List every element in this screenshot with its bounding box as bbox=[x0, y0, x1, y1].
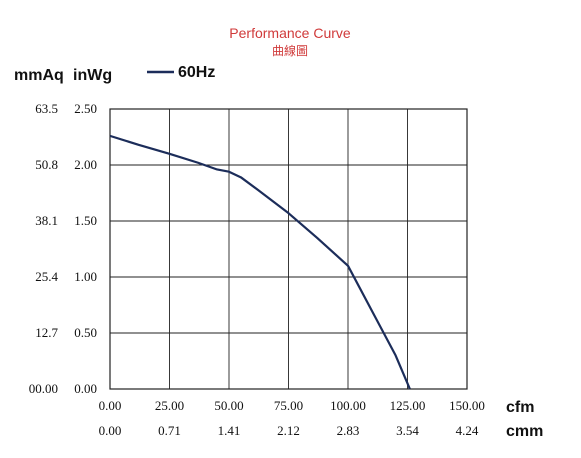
chart-subtitle: 曲線圖 bbox=[272, 43, 308, 58]
x-axis-cmm: 0.00 0.71 1.41 2.12 2.83 3.54 4.24 bbox=[99, 423, 479, 438]
y-tick-label-mmaq: 50.8 bbox=[35, 157, 58, 172]
x-tick-label-cmm: 1.41 bbox=[218, 423, 241, 438]
x-tick-label-cfm: 25.00 bbox=[155, 398, 184, 413]
x-tick-label-cmm: 0.71 bbox=[158, 423, 181, 438]
x-unit-cfm: cfm bbox=[506, 399, 534, 416]
chart-title: Performance Curve bbox=[229, 25, 351, 41]
y-tick-label-inwg: 2.00 bbox=[74, 157, 97, 172]
x-tick-label-cfm: 100.00 bbox=[330, 398, 366, 413]
y-tick-label-inwg: 1.00 bbox=[74, 269, 97, 284]
y-tick-label-mmaq: 00.00 bbox=[29, 381, 58, 396]
y-tick-label-inwg: 0.00 bbox=[74, 381, 97, 396]
y-tick-label-inwg: 0.50 bbox=[74, 325, 97, 340]
x-tick-label-cmm: 0.00 bbox=[99, 423, 122, 438]
y-tick-label-inwg: 2.50 bbox=[74, 101, 97, 116]
x-tick-label-cfm: 0.00 bbox=[99, 398, 122, 413]
grid-lines bbox=[110, 109, 467, 389]
legend-label: 60Hz bbox=[178, 64, 215, 81]
y-tick-label-mmaq: 63.5 bbox=[35, 101, 58, 116]
y-tick-label-inwg: 1.50 bbox=[74, 213, 97, 228]
y-tick-label-mmaq: 12.7 bbox=[35, 325, 58, 340]
y-unit-mmaq: mmAq bbox=[14, 67, 64, 84]
x-tick-label-cmm: 2.12 bbox=[277, 423, 300, 438]
x-tick-label-cmm: 3.54 bbox=[396, 423, 419, 438]
x-unit-cmm: cmm bbox=[506, 423, 543, 440]
plot-frame bbox=[109, 108, 468, 390]
y-axis-inwg: 0.00 0.50 1.00 1.50 2.00 2.50 bbox=[74, 101, 97, 396]
y-tick-label-mmaq: 38.1 bbox=[35, 213, 58, 228]
x-tick-label-cfm: 125.00 bbox=[390, 398, 426, 413]
x-tick-label-cmm: 4.24 bbox=[456, 423, 479, 438]
x-tick-label-cfm: 75.00 bbox=[274, 398, 303, 413]
x-tick-label-cfm: 50.00 bbox=[214, 398, 243, 413]
x-tick-label-cfm: 150.00 bbox=[449, 398, 485, 413]
series-60hz-line bbox=[109, 134, 411, 390]
x-tick-label-cmm: 2.83 bbox=[337, 423, 360, 438]
y-axis-mmaq: 00.00 12.7 25.4 38.1 50.8 63.5 bbox=[29, 101, 59, 396]
y-tick-label-mmaq: 25.4 bbox=[35, 269, 58, 284]
y-unit-inwg: inWg bbox=[73, 67, 112, 84]
x-axis-cfm: 0.00 25.00 50.00 75.00 100.00 125.00 150.00 bbox=[99, 398, 485, 413]
